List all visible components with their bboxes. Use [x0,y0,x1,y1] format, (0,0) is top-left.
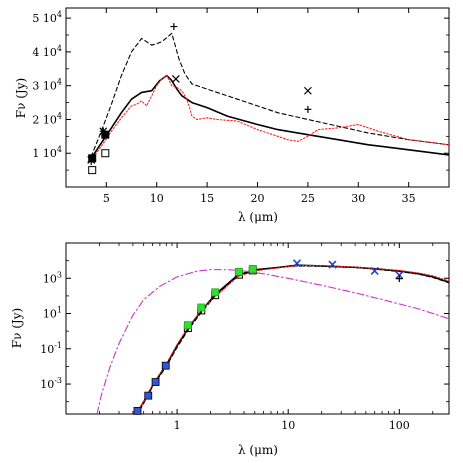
bottom-solid-curve [135,264,449,414]
bottom-y-axis-label: Fν (Jy) [10,308,24,348]
top-x-axis-label: λ (μm) [238,210,278,224]
bottom-point-green-square [248,264,257,273]
bottom-panel-sed-log: 1 10 100 10-3 10-1 101 103 λ (μm) Fν (Jy) [10,242,450,457]
bottom-point-green-square [211,288,220,297]
top-dotted-curve [90,74,449,161]
top-x-tick-label: 25 [301,192,315,205]
top-dashed-curve [90,32,449,158]
top-x-tick-label: 15 [200,192,214,205]
bottom-point-green-square [235,267,243,276]
bottom-dashed-curve [137,265,449,414]
bottom-y-tick-label: 103 [43,270,62,285]
top-axis-ticks: 5 10 15 20 25 30 35 1 104 2 104 3 104 4 104 5 104 [32,8,449,205]
top-point-cross [171,75,180,83]
bottom-point-green-square [183,321,192,330]
bottom-plot-frame [65,242,450,415]
bottom-point-blue-x [370,266,379,276]
bottom-point-blue-square [161,361,170,370]
top-point-open-square [88,166,97,175]
top-panel-sed-linear: 5 10 15 20 25 30 35 1 104 2 104 3 104 4 104 5 104 λ… [14,7,450,224]
top-y-tick-label: 4 104 [32,44,62,59]
top-x-tick-label: 10 [150,192,164,205]
bottom-y-tick-label: 10-1 [40,341,62,356]
top-model-curves [90,32,449,161]
bottom-axis-ticks: 1 10 100 10-3 10-1 101 103 [40,243,449,432]
bottom-point-blue-square [151,378,160,386]
bottom-point-blue-square [133,406,142,415]
bottom-point-green-square [197,303,206,312]
top-x-tick-label: 20 [251,192,265,205]
top-x-tick-label: 35 [402,192,416,205]
bottom-y-tick-label: 101 [43,306,62,321]
bottom-x-tick-label: 10 [281,419,295,432]
top-point-plus [99,127,107,135]
top-point-plus [87,158,95,166]
top-point-plus [170,23,178,31]
top-point-cross [303,86,312,95]
top-point-plus [304,105,312,113]
top-y-tick-label: 5 104 [32,10,62,25]
top-y-axis-label: Fν (Jy) [14,78,28,118]
bottom-y-tick-label: 10-3 [40,376,62,391]
bottom-photometry-points [133,259,404,415]
bottom-point-blue-x [328,260,337,269]
top-solid-curve [90,74,449,160]
top-point-open-square [101,149,110,158]
bottom-x-tick-label: 1 [174,419,181,432]
bottom-x-tick-label: 100 [389,419,410,432]
top-y-tick-label: 1 104 [32,145,62,160]
top-photometry-points [87,23,312,175]
top-plot-frame [65,7,450,188]
bottom-point-plus [395,275,403,283]
bottom-x-axis-label: λ (μm) [238,443,278,457]
top-x-tick-label: 30 [351,192,365,205]
bottom-dashdot-curve [96,269,449,414]
bottom-point-blue-x [292,259,302,268]
top-x-tick-label: 5 [103,192,110,205]
bottom-point-blue-square [144,391,153,400]
top-y-tick-label: 3 104 [32,78,62,93]
top-y-tick-label: 2 104 [32,111,62,126]
bottom-dotted-curve [135,265,449,414]
